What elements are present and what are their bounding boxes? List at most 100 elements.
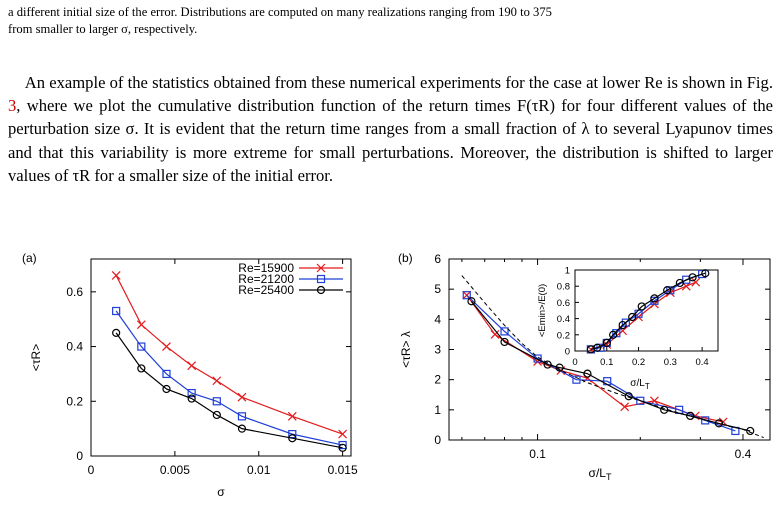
x-tick-label: 0.3 [664, 357, 677, 368]
circle-marker [714, 419, 724, 428]
x-tick-label: 0.4 [735, 447, 752, 461]
circle-marker [212, 410, 221, 420]
square-marker [338, 440, 347, 450]
x-tick-label: 0.1 [529, 447, 546, 461]
y-tick-label: 0.6 [557, 298, 570, 309]
series-line [115, 275, 343, 435]
plot-frame [90, 258, 352, 457]
circle-marker [602, 338, 611, 348]
circle-marker [162, 384, 171, 394]
circle-marker [467, 297, 476, 306]
y-tick-label: 0 [76, 449, 83, 463]
x-marker [620, 402, 630, 412]
circle-marker [618, 320, 627, 330]
circle-marker [187, 394, 196, 403]
x-tick-label: 0.005 [160, 463, 190, 477]
x-marker [111, 270, 121, 280]
x-marker [490, 329, 500, 339]
panel-label: (b) [398, 251, 413, 265]
series-line [466, 294, 736, 432]
y-tick-label: 0.8 [557, 282, 570, 293]
circle-marker [688, 273, 697, 282]
legend-marker [316, 263, 326, 273]
x-tick-label: 0 [572, 357, 577, 368]
y-axis-label: <Emin>/E(0) [537, 284, 548, 337]
legend-marker [316, 274, 326, 284]
legend-label: Re=15900 [238, 261, 294, 275]
circle-marker [288, 434, 297, 443]
y-tick-label: 0 [565, 347, 570, 358]
circle-marker [637, 302, 646, 311]
panel-label: (a) [22, 251, 37, 265]
circle-marker [686, 411, 695, 420]
y-tick-label: 0.2 [66, 394, 83, 408]
y-axis-label: <τR> λ [399, 331, 413, 368]
circle-marker [628, 312, 637, 322]
x-tick-label: 0 [88, 463, 95, 477]
legend-label: Re=25400 [238, 283, 294, 297]
square-marker [187, 388, 196, 398]
square-marker [137, 342, 146, 351]
y-tick-label: 0 [434, 433, 441, 447]
x-tick-label: 0.2 [632, 357, 645, 368]
x-marker [287, 411, 297, 421]
circle-marker [675, 278, 684, 288]
square-marker [636, 396, 645, 405]
x-marker [691, 277, 701, 287]
circle-marker [237, 424, 247, 433]
figure-3: (a) 0 0.005 0.01 0.015 0 0.2 0.4 0.6 σ <τR> Re=1590… [0, 250, 779, 507]
circle-marker [609, 330, 618, 339]
circle-marker [663, 286, 672, 295]
square-marker [112, 306, 121, 316]
square-marker [237, 412, 247, 421]
series-line [115, 310, 343, 446]
circle-marker [137, 364, 146, 373]
x-axis-label: σ [217, 485, 225, 499]
circle-marker [338, 443, 347, 452]
series-line [590, 272, 706, 350]
square-marker [572, 375, 581, 384]
y-tick-label: 2 [434, 373, 441, 387]
figure-caption-tail: a different initial size of the error. D… [8, 4, 773, 38]
circle-marker [701, 269, 710, 278]
y-tick-label: 0.4 [66, 340, 83, 354]
circle-marker [112, 328, 121, 337]
series-line [115, 332, 343, 449]
paragraph-text: An example of the statistics obtained fr… [24, 73, 773, 92]
paragraph-text: , where we plot the cumulative distribut… [8, 96, 773, 185]
x-axis-label: σ/LT [589, 466, 612, 482]
y-tick-label: 1 [565, 266, 570, 277]
y-tick-label: 0.2 [557, 330, 570, 341]
figure-svg: (a) 0 0.005 0.01 0.015 0 0.2 0.4 0.6 σ <τR> Re=1590… [22, 251, 771, 499]
circle-marker [593, 343, 602, 352]
x-tick-label: 0.01 [247, 463, 271, 477]
circle-marker [650, 294, 659, 303]
x-tick-label: 0.4 [696, 357, 709, 368]
y-tick-label: 5 [434, 282, 441, 296]
caption-line: a different initial size of the error. D… [8, 5, 552, 19]
circle-marker [583, 369, 592, 378]
y-tick-label: 1 [434, 403, 441, 417]
x-marker [212, 376, 222, 386]
body-paragraph: An example of the statistics obtained fr… [8, 71, 773, 187]
legend-marker [316, 285, 326, 295]
y-tick-label: 3 [434, 343, 441, 357]
x-marker [162, 342, 171, 351]
square-marker [500, 327, 509, 336]
x-marker [136, 320, 146, 330]
figure-reference-link[interactable]: 3 [8, 96, 17, 116]
circle-marker [746, 426, 755, 436]
circle-marker [500, 337, 509, 347]
x-tick-label: 0.015 [328, 463, 358, 477]
y-tick-label: 4 [434, 312, 441, 326]
series-line [461, 275, 764, 439]
legend-label: Re=21200 [238, 272, 294, 286]
y-tick-label: 0.6 [66, 285, 83, 299]
y-tick-label: 6 [434, 252, 441, 266]
circle-marker [624, 392, 633, 401]
square-marker [698, 269, 707, 279]
square-marker [462, 291, 471, 300]
caption-line: from smaller to larger σ, respectively. [8, 22, 198, 36]
x-axis-label: σ/LT [630, 378, 650, 391]
x-marker [187, 361, 197, 371]
